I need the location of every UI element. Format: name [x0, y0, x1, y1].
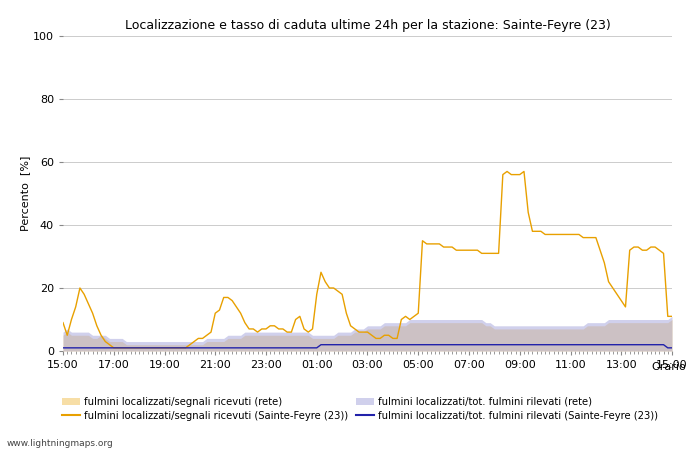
Legend: fulmini localizzati/segnali ricevuti (rete), fulmini localizzati/segnali ricevut: fulmini localizzati/segnali ricevuti (re…: [62, 397, 658, 421]
Title: Localizzazione e tasso di caduta ultime 24h per la stazione: Sainte-Feyre (23): Localizzazione e tasso di caduta ultime …: [125, 19, 610, 32]
Y-axis label: Percento  [%]: Percento [%]: [20, 156, 30, 231]
Text: Orario: Orario: [651, 362, 686, 372]
Text: www.lightningmaps.org: www.lightningmaps.org: [7, 439, 113, 448]
